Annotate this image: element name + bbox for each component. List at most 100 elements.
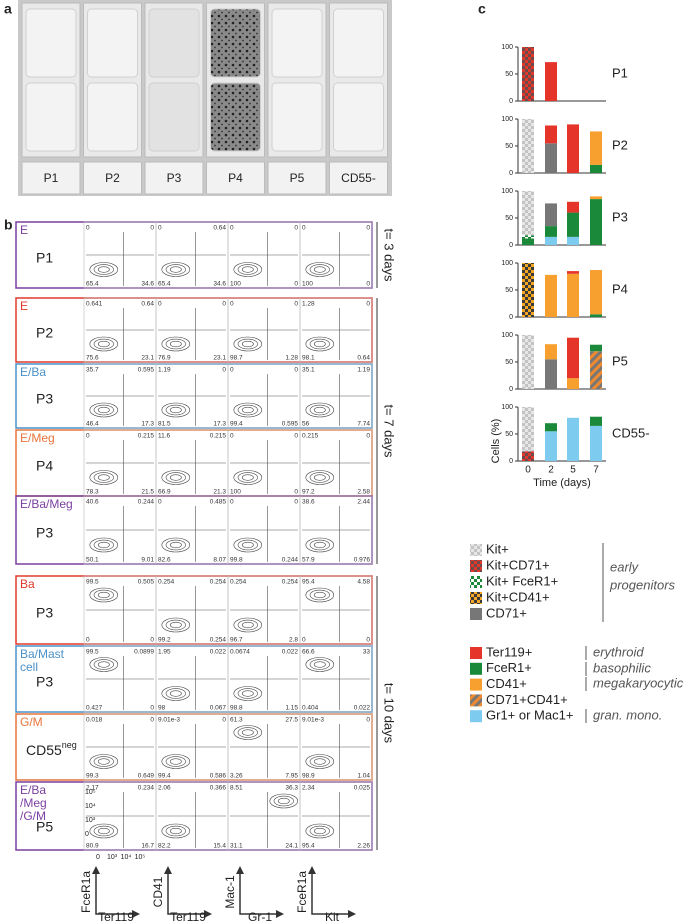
contour	[169, 541, 182, 549]
contour	[93, 659, 114, 670]
row-name: G/M	[20, 715, 43, 729]
x-tick-label: 0	[525, 465, 531, 476]
y-axis-label: FceR1a	[295, 871, 309, 913]
quadrant-value: 0.022	[210, 649, 227, 656]
contour	[89, 657, 119, 672]
contour	[93, 472, 114, 483]
legend-swatch	[470, 576, 482, 588]
sample-name: P3	[36, 605, 53, 621]
contour	[161, 402, 191, 418]
y-tick-label: 100	[501, 188, 513, 195]
well-square	[25, 82, 77, 152]
group-label: erythroid	[593, 644, 644, 659]
sample-name: CD55neg	[26, 740, 77, 757]
contour	[89, 262, 119, 277]
y-axis-title: Cells (%)	[490, 419, 502, 464]
legend-label: CD71+	[486, 605, 527, 620]
quadrant-value: 0.254	[210, 579, 227, 586]
quadrant-value: 0.067	[210, 705, 227, 712]
contour	[161, 823, 191, 839]
quadrant-value: 0	[366, 225, 370, 232]
y-tick-label: 50	[505, 359, 513, 366]
quadrant-value: 0.64	[357, 355, 370, 362]
quadrant-value: 50.1	[86, 557, 99, 564]
contour	[161, 754, 191, 769]
plot-frame	[299, 363, 373, 429]
contour	[241, 729, 254, 736]
well-square	[87, 8, 138, 78]
contour	[305, 823, 335, 839]
quadrant-value: 99.5	[86, 649, 99, 656]
contour	[241, 340, 254, 348]
x-axis-label: Ter119	[98, 910, 134, 924]
quadrant-value: 2.8	[289, 637, 298, 644]
contour	[237, 619, 258, 631]
bar-segment	[545, 125, 557, 144]
bar-segment	[545, 431, 557, 461]
contour	[237, 727, 258, 738]
row-name: /G/M	[20, 809, 46, 823]
y-axis-label: Mac-1	[223, 875, 237, 909]
bar-segment	[545, 274, 557, 317]
well-label: P2	[105, 171, 120, 185]
quadrant-value: 34.6	[213, 281, 226, 288]
y-tick-label: 0	[509, 386, 513, 393]
bar-segment	[545, 359, 557, 389]
quadrant-value: 3.26	[230, 773, 243, 780]
quadrant-value: 0.64	[213, 225, 226, 232]
bar-segment	[567, 273, 579, 317]
y-tick-label: 10³	[85, 817, 96, 824]
quadrant-value: 0.244	[282, 557, 299, 564]
quadrant-value: 8.51	[230, 785, 243, 792]
row-name: E/Ba	[20, 783, 46, 797]
quadrant-value: 4.58	[357, 579, 370, 586]
contour	[313, 758, 326, 765]
legend-swatch	[470, 662, 482, 675]
contour	[93, 589, 114, 601]
contour	[241, 541, 254, 549]
contour	[313, 340, 326, 348]
well-label-box	[83, 161, 142, 195]
quadrant-value: 1.19	[357, 367, 370, 374]
contour	[237, 688, 258, 699]
quadrant-value: 99.2	[158, 637, 171, 644]
sample-name: P1	[36, 250, 53, 266]
legend-label: Ter119+	[486, 644, 532, 659]
quadrant-value: 0	[222, 717, 226, 724]
contour	[313, 541, 326, 549]
group-label: early	[610, 559, 640, 574]
bar-segment	[590, 270, 602, 315]
plot-frame	[299, 713, 373, 781]
quadrant-value: 1.28	[285, 355, 298, 362]
group-label: progenitors	[609, 577, 676, 592]
bar-segment	[545, 226, 557, 237]
row-name: /Meg	[20, 796, 47, 810]
y-tick-label: 0	[509, 170, 513, 177]
y-tick-label: 100	[501, 332, 513, 339]
contour	[165, 619, 186, 631]
quadrant-value: 0	[150, 637, 154, 644]
quadrant-value: 2.26	[357, 843, 370, 850]
quadrant-value: 0.254	[158, 579, 175, 586]
quadrant-value: 99.4	[158, 773, 171, 780]
quadrant-value: 33	[363, 649, 371, 656]
quadrant-value: 0.254	[210, 637, 227, 644]
y-tick-label: 100	[501, 44, 513, 51]
bar-segment	[567, 417, 579, 461]
contour	[313, 661, 326, 668]
legend-swatch	[470, 647, 482, 659]
quadrant-value: 0	[230, 433, 234, 440]
quadrant-value: 0	[366, 637, 370, 644]
group-label: megakaryocytic	[593, 675, 684, 690]
quadrant-value: 0.595	[282, 421, 299, 428]
quadrant-value: 1.04	[357, 773, 370, 780]
quadrant-value: 98	[158, 705, 166, 712]
quadrant-value: 0	[294, 367, 298, 374]
contour	[313, 266, 326, 273]
contour	[309, 472, 330, 483]
arrow-head	[164, 866, 212, 918]
contour	[89, 336, 119, 352]
quadrant-value: 0	[230, 367, 234, 374]
quadrant-value: 0	[294, 499, 298, 506]
